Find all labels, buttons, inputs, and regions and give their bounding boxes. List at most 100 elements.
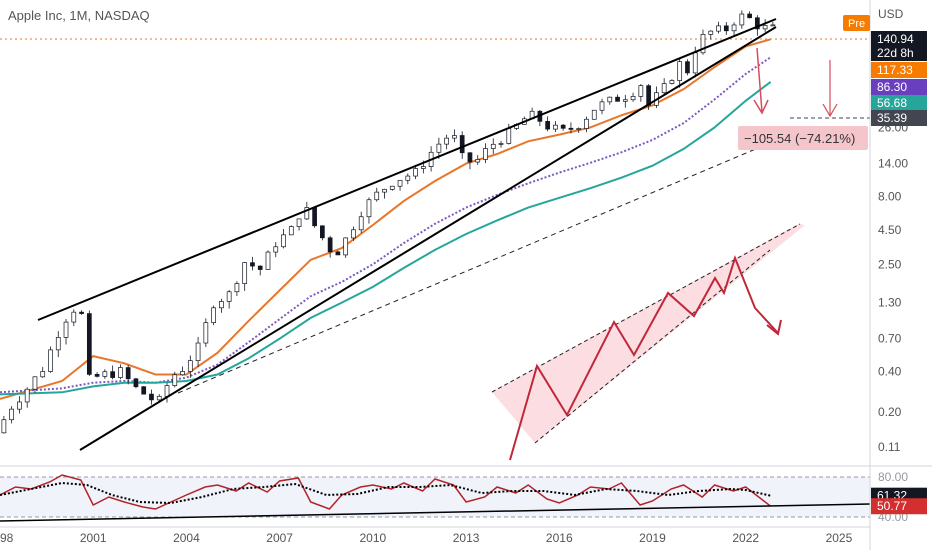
candle-down bbox=[110, 371, 115, 378]
arrow-2-head bbox=[822, 103, 838, 118]
candle-up bbox=[358, 216, 364, 231]
rsi-label: 50.77 bbox=[877, 499, 907, 513]
price-label: 56.68 bbox=[877, 96, 907, 110]
wedge-upper-line bbox=[491, 223, 801, 393]
candle-down bbox=[459, 135, 465, 154]
price-label-bg bbox=[871, 45, 927, 61]
candle-up bbox=[55, 337, 61, 351]
candle-up bbox=[304, 207, 310, 220]
candle-down bbox=[327, 237, 333, 253]
price-label: 86.30 bbox=[877, 80, 907, 94]
candle-up bbox=[9, 408, 15, 421]
rsi-band bbox=[0, 477, 870, 517]
trendline-layer bbox=[37, 18, 777, 451]
ema-layer bbox=[0, 38, 772, 400]
candle-down bbox=[149, 393, 154, 401]
candle-down bbox=[312, 207, 317, 227]
price-label-bg bbox=[871, 95, 927, 111]
price-label-bg bbox=[871, 31, 927, 47]
candle-down bbox=[646, 85, 651, 106]
price-label-bg bbox=[871, 79, 927, 95]
price-label-bg bbox=[871, 62, 927, 78]
candle-up bbox=[420, 166, 426, 169]
candle-down bbox=[723, 25, 729, 32]
wedge-area bbox=[492, 224, 805, 443]
candle-up bbox=[71, 311, 77, 323]
candle-up bbox=[405, 175, 411, 181]
y-tick-label: 4.50 bbox=[878, 223, 902, 237]
y-tick-label: 1.30 bbox=[878, 296, 902, 310]
candle-up bbox=[1, 419, 7, 434]
pre-market-badge[interactable] bbox=[843, 15, 870, 31]
candle-up bbox=[475, 159, 481, 163]
candle-up bbox=[374, 191, 380, 201]
candle-down bbox=[94, 374, 100, 377]
candle-up bbox=[770, 24, 776, 27]
candle-down bbox=[133, 378, 139, 388]
candle-up bbox=[452, 135, 457, 139]
candle-up bbox=[172, 374, 178, 386]
x-tick-label: 1998 bbox=[0, 531, 14, 545]
support-dashed-line bbox=[177, 147, 759, 394]
candle-up bbox=[226, 291, 232, 302]
candle-up bbox=[762, 25, 768, 30]
candle-down bbox=[568, 127, 574, 130]
candle-up bbox=[490, 143, 496, 149]
candle-up bbox=[731, 24, 737, 32]
candle-down bbox=[335, 251, 341, 256]
candle-down bbox=[545, 120, 550, 130]
price-label-bg bbox=[871, 110, 927, 126]
x-tick-label: 2001 bbox=[80, 531, 107, 545]
candle-down bbox=[125, 367, 131, 380]
price-label: 22d 8h bbox=[877, 46, 914, 60]
candle-up bbox=[622, 99, 628, 102]
candle-up bbox=[118, 367, 123, 378]
y-tick-label: 0.40 bbox=[878, 364, 902, 378]
candle-down bbox=[250, 262, 255, 267]
candle-up bbox=[265, 251, 271, 270]
candle-up bbox=[591, 109, 597, 120]
candle-down bbox=[141, 386, 147, 395]
upper-trendline bbox=[37, 18, 777, 321]
candle-up bbox=[273, 246, 279, 253]
candle-up bbox=[584, 118, 589, 129]
candle-up bbox=[234, 283, 240, 293]
candle-up bbox=[180, 371, 185, 376]
candle-up bbox=[661, 83, 667, 94]
measure-box[interactable]: −105.54 (−74.21%) bbox=[738, 126, 868, 150]
candle-up bbox=[638, 85, 644, 97]
x-tick-label: 2016 bbox=[546, 531, 573, 545]
x-tick-label: 2022 bbox=[732, 531, 759, 545]
wedge-zigzag bbox=[509, 255, 779, 461]
candle-up bbox=[288, 226, 294, 236]
candle-up bbox=[17, 401, 22, 410]
candle-up bbox=[203, 322, 209, 344]
candle-up bbox=[281, 234, 286, 248]
candle-down bbox=[79, 311, 84, 314]
candle-up bbox=[607, 96, 613, 103]
ema-line-1 bbox=[0, 38, 771, 400]
candle-up bbox=[63, 321, 69, 338]
candle-up bbox=[553, 124, 558, 130]
candle-up bbox=[187, 360, 193, 372]
candle-up bbox=[716, 25, 721, 32]
candle-up bbox=[40, 371, 46, 378]
x-tick-label: 2007 bbox=[266, 531, 293, 545]
rsi-label-bg bbox=[871, 498, 927, 515]
candle-up bbox=[576, 128, 582, 130]
wedge-arrowhead bbox=[766, 319, 782, 336]
candles-layer bbox=[1, 10, 776, 434]
x-tick-label: 2025 bbox=[826, 531, 853, 545]
price-label: 35.39 bbox=[877, 111, 907, 125]
rsi-layer bbox=[0, 465, 932, 522]
candle-down bbox=[755, 17, 760, 30]
x-tick-label: 2010 bbox=[360, 531, 387, 545]
y-tick-label: 2.50 bbox=[878, 257, 902, 271]
arrow-1-shaft bbox=[756, 47, 763, 113]
rsi-trendline bbox=[0, 503, 871, 522]
x-tick-label: 2004 bbox=[173, 531, 200, 545]
candle-up bbox=[24, 388, 30, 403]
candle-up bbox=[739, 13, 745, 26]
